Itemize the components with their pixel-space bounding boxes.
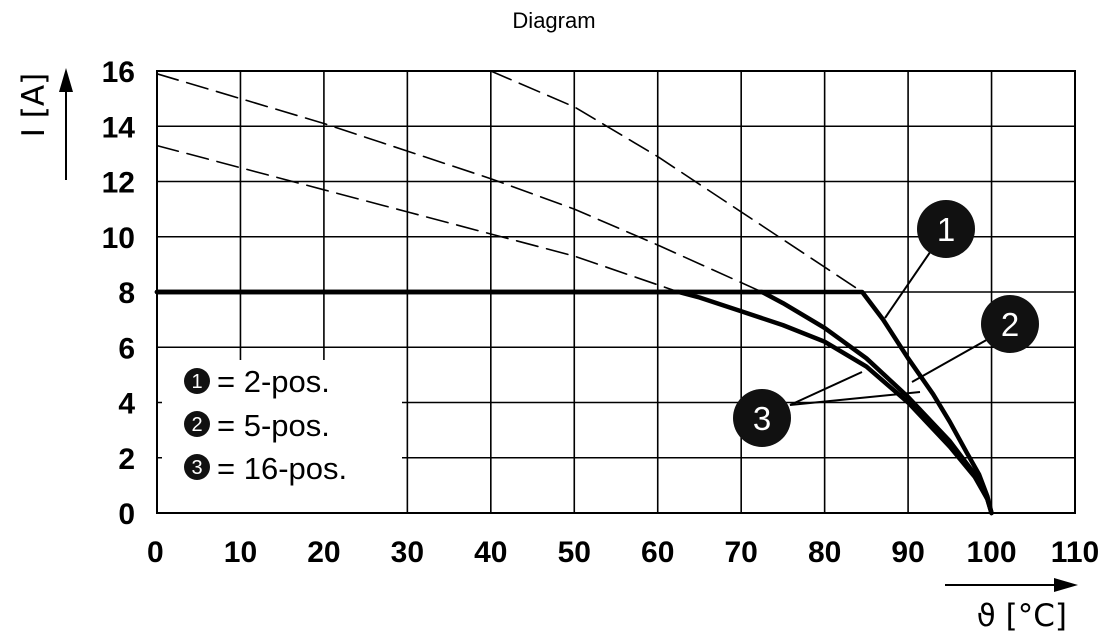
x-tick-label-20: 20 xyxy=(307,536,340,569)
callout-1-leader xyxy=(884,244,936,319)
legend-item-3: 3 = 16-pos. xyxy=(184,451,347,486)
callout-3-badge xyxy=(733,389,791,447)
y-tick-label-14: 14 xyxy=(102,111,136,144)
legend-item-2: 2 = 5-pos. xyxy=(184,408,330,443)
x-tick-label-110: 110 xyxy=(1051,536,1099,569)
y-tick-label-8: 8 xyxy=(118,277,135,310)
x-tick-label-50: 50 xyxy=(558,536,591,569)
x-tick-labels: 0 10 20 30 40 50 60 70 80 90 100 110 xyxy=(147,536,1099,569)
callouts: 1 2 3 xyxy=(733,200,1039,447)
x-tick-label-40: 40 xyxy=(474,536,507,569)
y-tick-label-2: 2 xyxy=(118,443,135,476)
callout-2-number: 2 xyxy=(1001,306,1019,343)
callout-3-leader-b xyxy=(789,391,921,406)
legend-badge-1 xyxy=(184,368,210,394)
y-axis-arrow-head xyxy=(59,68,73,92)
curves xyxy=(154,70,994,516)
legend: 1 = 2-pos. 2 = 5-pos. 3 = 16-pos. xyxy=(162,360,402,512)
series-2-dashed-line xyxy=(156,73,763,293)
y-axis-label: I [A] xyxy=(16,73,52,137)
x-axis-arrow-head xyxy=(1054,578,1078,592)
callout-3-number: 3 xyxy=(753,400,771,437)
y-tick-label-12: 12 xyxy=(102,167,135,200)
grid xyxy=(156,70,1076,514)
x-tick-label-90: 90 xyxy=(891,536,924,569)
y-tick-label-0: 0 xyxy=(118,498,135,531)
chart-title: Diagram xyxy=(512,8,596,33)
legend-badge-3 xyxy=(184,454,210,480)
x-tick-label-30: 30 xyxy=(391,536,424,569)
y-tick-labels: 0 2 4 6 8 10 12 14 16 xyxy=(102,56,136,531)
legend-badge-2-number: 2 xyxy=(191,414,202,436)
series-3-dashed-line xyxy=(156,144,680,293)
y-tick-label-4: 4 xyxy=(118,388,135,421)
y-tick-label-6: 6 xyxy=(118,332,135,365)
callout-1-number: 1 xyxy=(937,211,955,248)
x-axis-label: ϑ [°C] xyxy=(977,598,1067,634)
y-axis-label-group: I [A] xyxy=(16,68,73,180)
callout-2-badge xyxy=(981,295,1039,353)
legend-label-3: = 16-pos. xyxy=(217,451,347,486)
x-tick-label-10: 10 xyxy=(224,536,257,569)
callout-1-badge xyxy=(917,200,975,258)
x-tick-label-0: 0 xyxy=(147,536,164,569)
legend-badge-2 xyxy=(184,411,210,437)
series-3-solid-line xyxy=(154,289,994,516)
x-tick-label-100: 100 xyxy=(967,536,1017,569)
x-tick-label-60: 60 xyxy=(641,536,674,569)
x-tick-label-70: 70 xyxy=(724,536,757,569)
legend-label-1: = 2-pos. xyxy=(217,364,330,399)
series-1-solid-line xyxy=(154,289,994,516)
legend-badge-3-number: 3 xyxy=(191,457,202,479)
callout-2-leader xyxy=(911,337,991,383)
x-tick-label-80: 80 xyxy=(808,536,841,569)
legend-label-2: = 5-pos. xyxy=(217,408,330,443)
legend-badge-1-number: 1 xyxy=(191,371,202,393)
y-tick-label-10: 10 xyxy=(102,222,135,255)
y-tick-label-16: 16 xyxy=(102,56,135,89)
x-axis-label-group: ϑ [°C] xyxy=(945,578,1078,634)
legend-item-1: 1 = 2-pos. xyxy=(184,364,330,399)
callout-3-leader-a xyxy=(789,371,863,406)
series-1-dashed-line xyxy=(489,70,864,293)
